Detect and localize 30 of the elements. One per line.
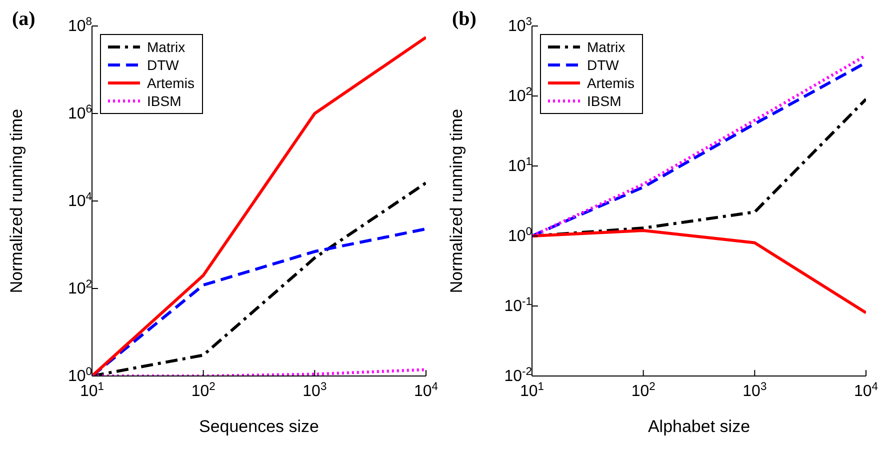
legend-label: IBSM — [587, 92, 622, 110]
y-tick-label: 10$^{2}$ — [508, 86, 532, 105]
y-axis-title: Normalized running time — [7, 108, 26, 294]
x-axis-title: Alphabet size — [648, 417, 750, 436]
y-tick-label: 10$^{0}$ — [508, 226, 532, 245]
y-tick-label: 10$^{2}$ — [68, 278, 92, 298]
y-tick-label: 10$^{-1}$ — [504, 296, 532, 315]
legend-label: DTW — [147, 56, 179, 74]
y-tick-label: 10$^{4}$ — [68, 191, 92, 210]
line-series — [532, 228, 866, 314]
x-tick-label: 10$^{2}$ — [631, 381, 656, 400]
legend-label: Matrix — [147, 38, 186, 56]
y-tick-label: 10$^{8}$ — [68, 16, 92, 35]
x-tick-label: 10$^{2}$ — [191, 381, 216, 400]
legend-label: DTW — [587, 56, 619, 74]
x-tick-label: 10$^{4}$ — [854, 381, 878, 400]
x-tick-label: 10$^{3}$ — [302, 381, 327, 400]
legend-label: Matrix — [587, 38, 626, 56]
legend-label: IBSM — [147, 92, 182, 110]
legend-label: Artemis — [147, 74, 194, 92]
legend-label: Artemis — [587, 74, 634, 92]
chart-title: (b) — [452, 8, 476, 31]
y-axis-title: Normalized running time — [447, 108, 466, 294]
x-tick-label: 10$^{4}$ — [414, 381, 438, 400]
x-axis-title: Sequences size — [198, 417, 320, 436]
y-tick-label: 10$^{6}$ — [68, 104, 92, 122]
chart-title: (a) — [12, 8, 36, 31]
y-tick-label: 10$^{3}$ — [508, 16, 532, 35]
y-tick-label: 10$^{1}$ — [508, 156, 532, 175]
x-tick-label: 10$^{3}$ — [742, 381, 767, 400]
